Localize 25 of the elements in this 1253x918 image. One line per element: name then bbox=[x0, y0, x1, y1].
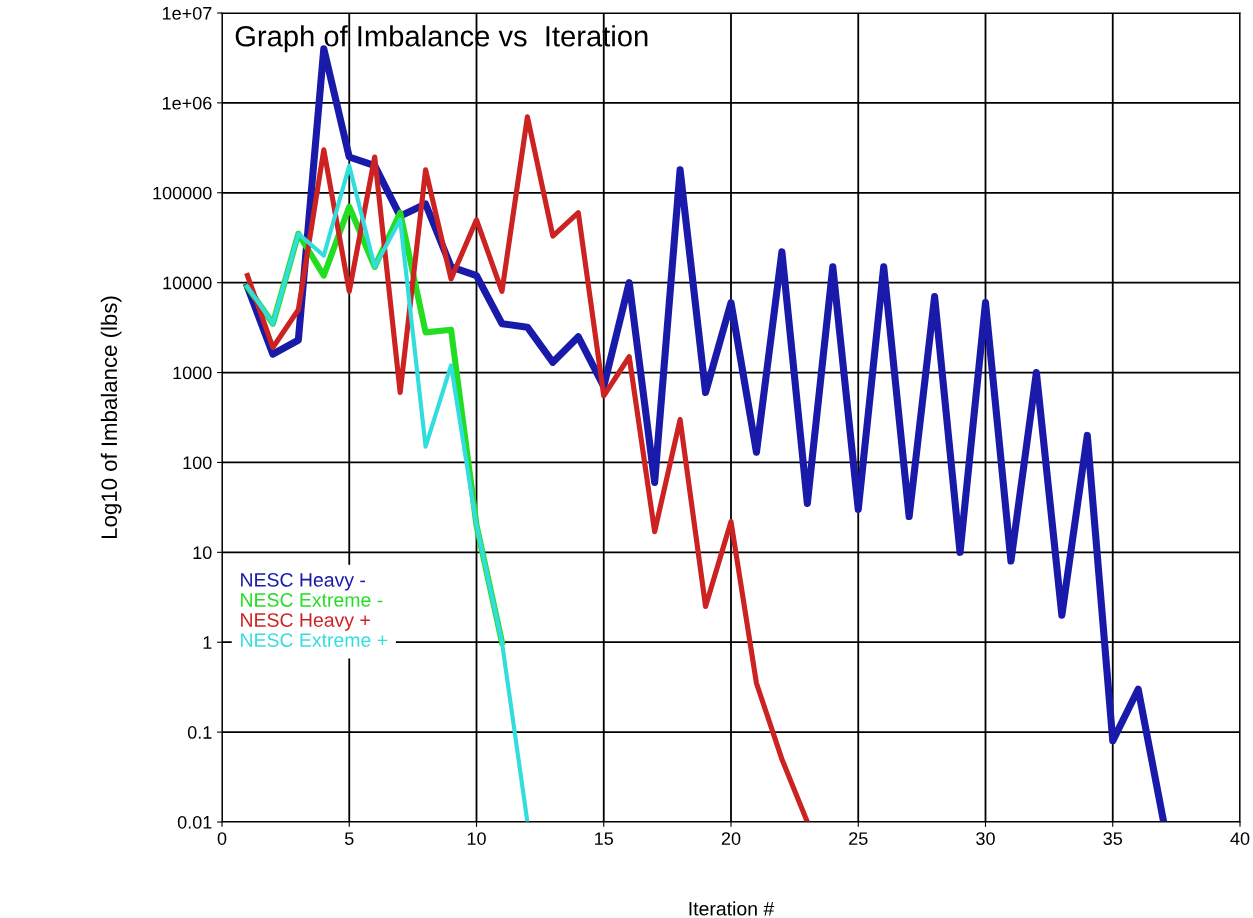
y-axis-title: Log10 of Imbalance (lbs) bbox=[100, 296, 122, 538]
y-tick-label: 0.1 bbox=[187, 726, 212, 739]
y-tick-label: 1000 bbox=[173, 366, 212, 380]
y-tick-label: 1e+06 bbox=[162, 96, 212, 110]
y-tick-label: 10 bbox=[193, 546, 212, 560]
x-tick-label: 0 bbox=[217, 832, 227, 845]
x-tick-label: 5 bbox=[344, 832, 354, 845]
text: NESC Heavy + bbox=[241, 613, 370, 631]
text: NESC Extreme + bbox=[241, 633, 388, 647]
y-tick-label: 100 bbox=[183, 456, 212, 470]
y-tick-label: 0.01 bbox=[177, 815, 212, 829]
y-tick-label: 100000 bbox=[153, 186, 212, 200]
x-tick-label: 15 bbox=[595, 832, 614, 845]
x-tick-label: 30 bbox=[976, 832, 995, 845]
x-tick-label: 20 bbox=[721, 832, 741, 845]
text: NESC Extreme - bbox=[241, 593, 383, 607]
text: NESC Heavy - bbox=[241, 573, 366, 591]
x-axis-title: Iteration # bbox=[689, 901, 775, 916]
y-tick-label: 1e+07 bbox=[162, 6, 212, 20]
x-tick-label: 35 bbox=[1103, 832, 1123, 845]
x-tick-label: 10 bbox=[467, 832, 486, 845]
y-tick-label: 10000 bbox=[163, 276, 212, 290]
x-tick-label: 25 bbox=[849, 832, 868, 845]
y-tick-label: 1 bbox=[203, 636, 212, 649]
x-tick-label: 40 bbox=[1230, 832, 1250, 845]
